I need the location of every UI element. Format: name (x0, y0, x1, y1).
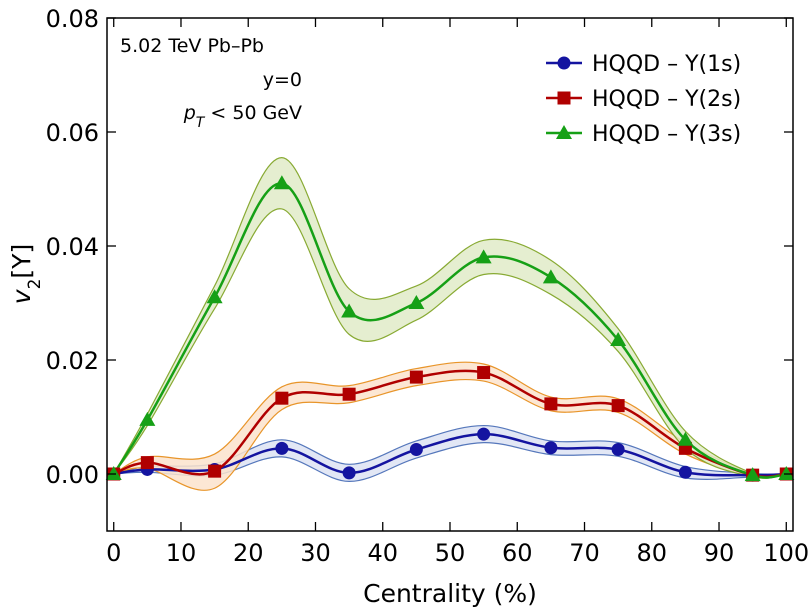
point (611, 399, 625, 413)
point (475, 249, 492, 264)
point (610, 332, 627, 347)
annotation-part: < 50 GeV (204, 102, 302, 124)
x-tick-label: 80 (636, 539, 667, 567)
point (206, 289, 223, 304)
point (139, 411, 156, 426)
point (477, 366, 491, 380)
x-axis-label: Centrality (%) (363, 579, 537, 608)
x-tick-label: 60 (502, 539, 533, 567)
y-label-sub: 2 (25, 279, 45, 290)
x-tick-label: 0 (106, 539, 121, 567)
y-tick-label: 0.04 (46, 233, 99, 261)
y-axis-label: v2[Υ] (7, 244, 45, 304)
annotation: pT < 50 GeV (183, 102, 302, 131)
annotation-part: p (183, 102, 196, 124)
point (409, 442, 423, 456)
y-label-main: v (7, 288, 36, 304)
legend-label: HQQD – Υ(3s) (592, 122, 741, 147)
annotation-sub: T (196, 115, 206, 131)
point (409, 370, 423, 384)
x-tick-label: 10 (166, 539, 197, 567)
y-tick-label: 0.00 (46, 461, 99, 489)
y-tick-label: 0.06 (46, 119, 99, 147)
point (341, 303, 358, 318)
x-tick-label: 100 (763, 539, 809, 567)
y-tick-label: 0.08 (46, 5, 99, 33)
point (544, 397, 558, 411)
legend-label: HQQD – Υ(2s) (592, 87, 741, 112)
legend-marker (557, 56, 571, 70)
point (275, 441, 289, 455)
x-tick-label: 30 (300, 539, 331, 567)
legend-marker (557, 91, 571, 105)
point (677, 431, 694, 446)
x-tick-label: 70 (569, 539, 600, 567)
annotation: y=0 (263, 69, 302, 91)
annotation: 5.02 TeV Pb–Pb (120, 35, 264, 57)
x-tick-label: 20 (233, 539, 264, 567)
point (744, 467, 761, 482)
x-tick-label: 90 (704, 539, 735, 567)
point (342, 387, 356, 401)
x-tick-label: 50 (435, 539, 466, 567)
y-label-rest: [Υ] (7, 244, 36, 279)
point (208, 464, 222, 478)
point (408, 295, 425, 309)
point (542, 269, 559, 284)
point (140, 456, 154, 470)
point (611, 442, 625, 456)
band (113, 157, 787, 479)
legend-label: HQQD – Υ(1s) (592, 52, 741, 77)
point (778, 466, 795, 480)
point (678, 465, 692, 479)
point (105, 466, 122, 480)
x-tick-label: 40 (367, 539, 398, 567)
point (275, 391, 289, 405)
point (477, 427, 491, 441)
point (342, 466, 356, 480)
y-tick-label: 0.02 (46, 347, 99, 375)
point (273, 175, 290, 190)
legend-marker (556, 125, 572, 139)
point (544, 441, 558, 455)
